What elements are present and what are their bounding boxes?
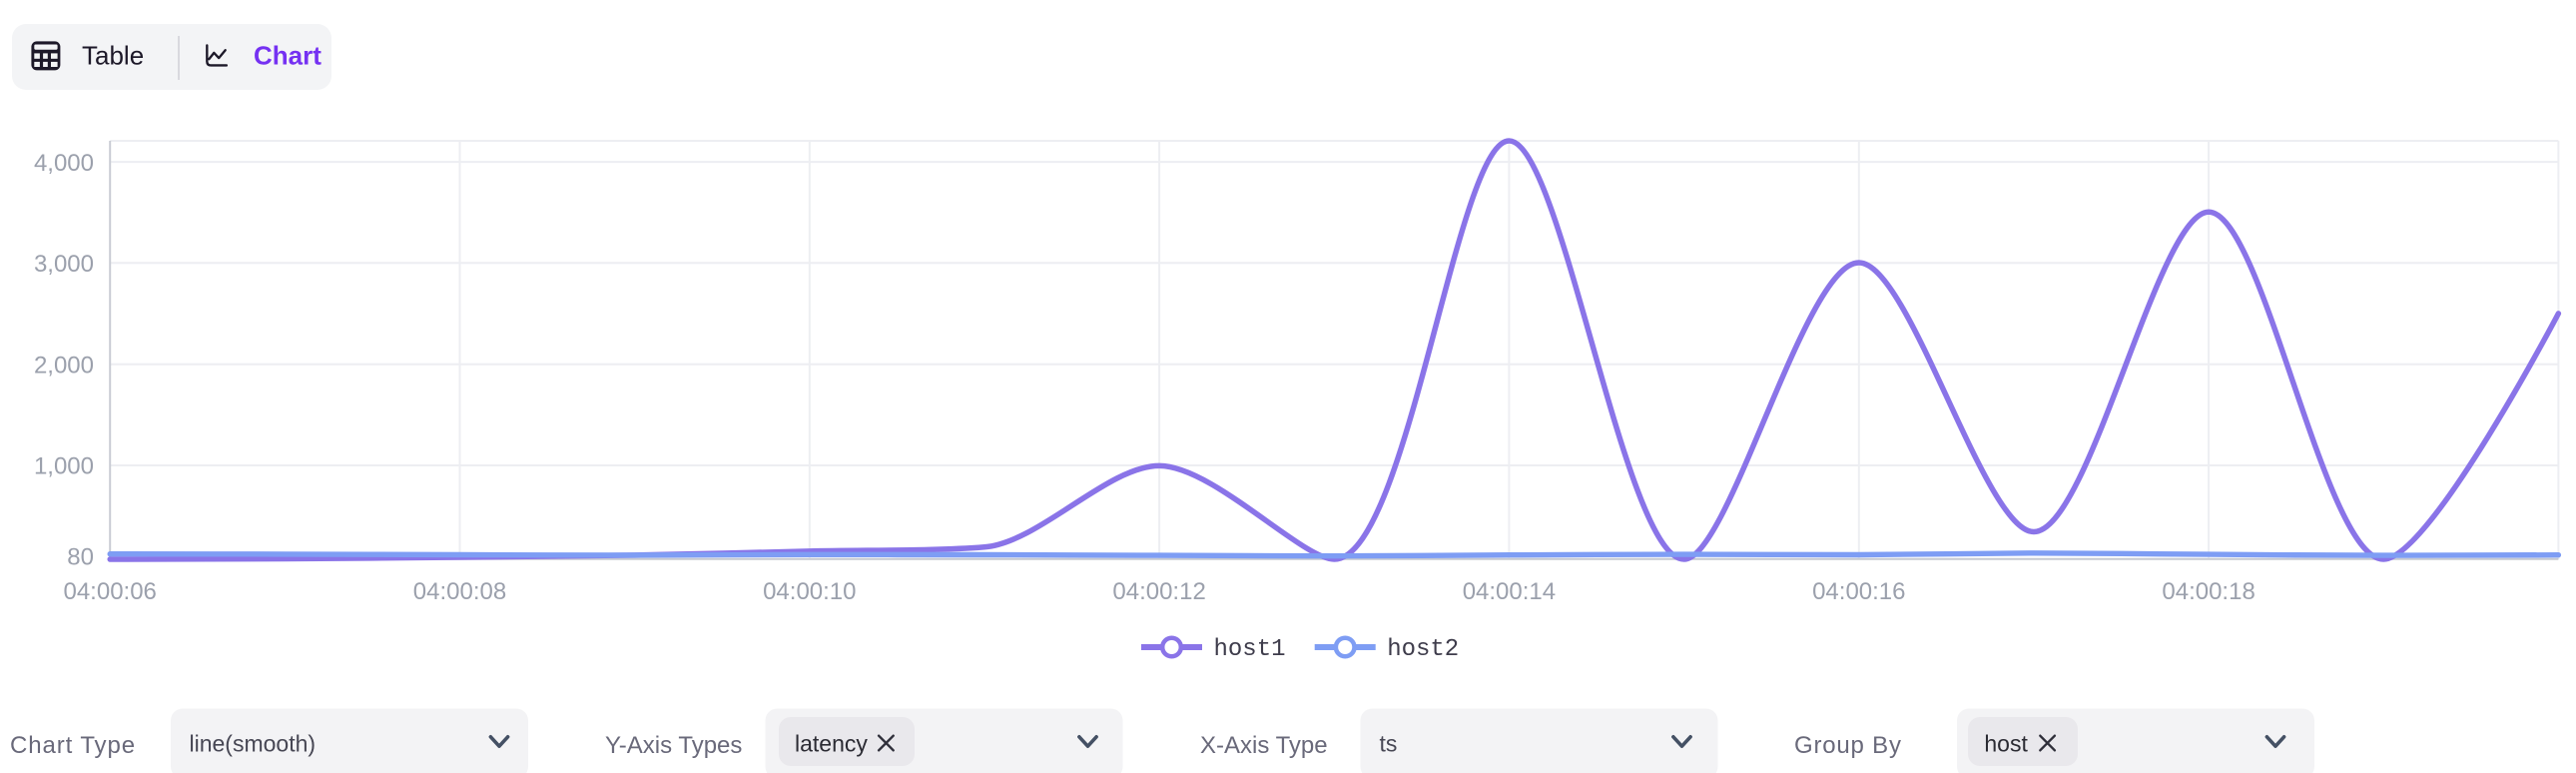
svg-text:host1: host1: [1214, 636, 1286, 663]
svg-text:Y-Axis Types: Y-Axis Types: [605, 732, 742, 759]
svg-text:Table: Table: [82, 41, 144, 71]
svg-text:Group By: Group By: [1794, 732, 1902, 759]
svg-text:host: host: [1984, 731, 2028, 757]
svg-text:4,000: 4,000: [34, 150, 94, 177]
svg-text:2,000: 2,000: [34, 352, 94, 379]
svg-text:Chart Type: Chart Type: [10, 732, 136, 759]
svg-text:1,000: 1,000: [34, 453, 94, 480]
svg-text:Chart: Chart: [254, 41, 322, 71]
svg-text:3,000: 3,000: [34, 251, 94, 278]
svg-text:latency: latency: [795, 731, 868, 757]
svg-text:line(smooth): line(smooth): [190, 731, 317, 757]
svg-text:80: 80: [67, 544, 94, 571]
svg-text:X-Axis Type: X-Axis Type: [1200, 732, 1328, 759]
svg-text:04:00:12: 04:00:12: [1112, 578, 1205, 605]
svg-text:ts: ts: [1380, 731, 1398, 757]
svg-text:04:00:14: 04:00:14: [1463, 578, 1556, 605]
svg-text:04:00:08: 04:00:08: [413, 578, 506, 605]
svg-text:04:00:10: 04:00:10: [763, 578, 856, 605]
svg-text:04:00:06: 04:00:06: [63, 578, 156, 605]
svg-text:04:00:16: 04:00:16: [1812, 578, 1905, 605]
svg-text:host2: host2: [1387, 636, 1459, 663]
svg-text:04:00:18: 04:00:18: [2162, 578, 2254, 605]
